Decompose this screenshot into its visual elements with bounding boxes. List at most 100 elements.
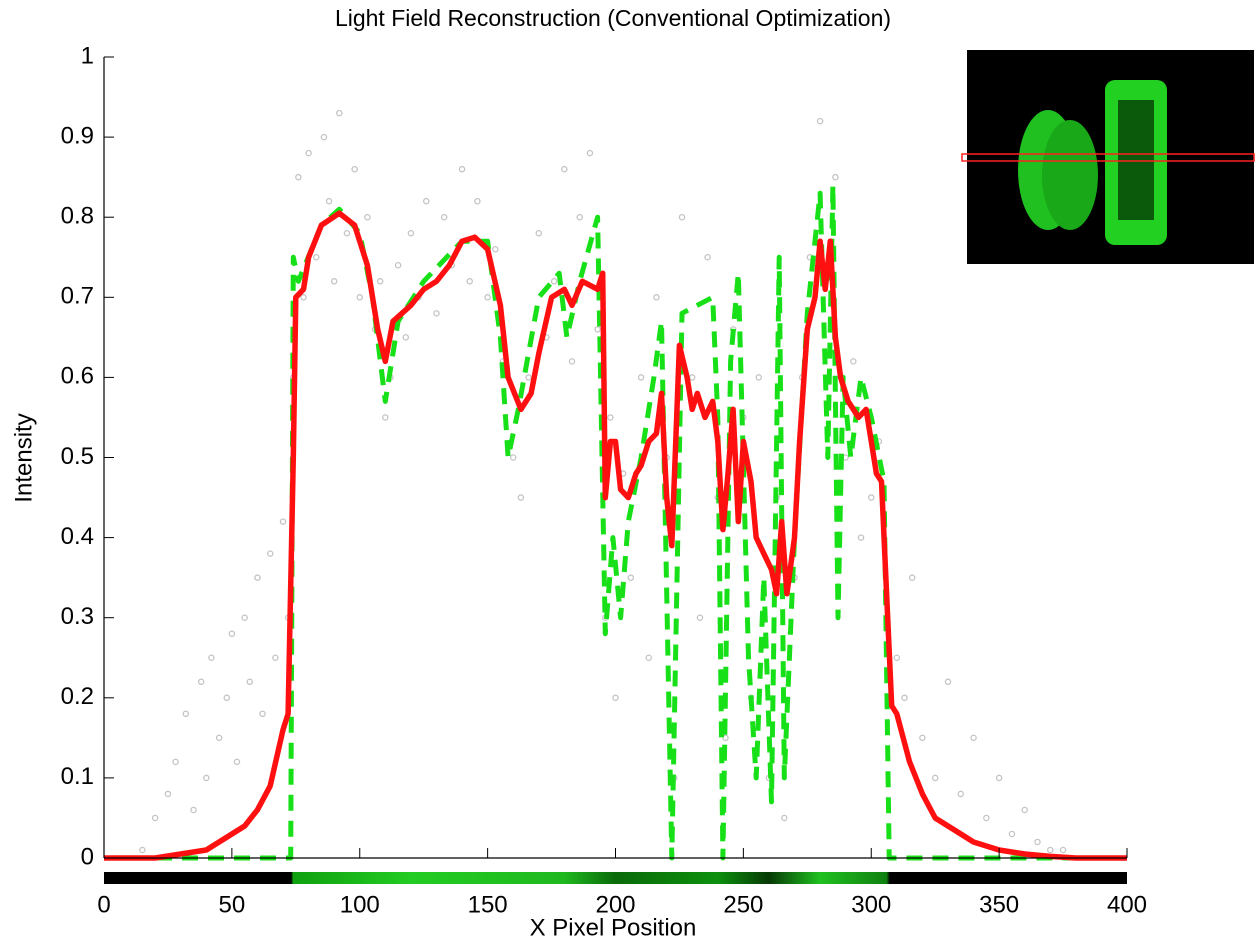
scatter-point — [781, 814, 788, 822]
scatter-point — [755, 374, 762, 381]
scatter-point — [550, 278, 558, 285]
scatter-point — [983, 814, 990, 822]
scatter-point — [208, 654, 215, 662]
x-tick-label: 300 — [851, 891, 891, 918]
scatter-point — [704, 253, 711, 261]
scatter-point — [402, 334, 410, 341]
y-tick-label: 0.8 — [61, 203, 94, 230]
scatter-point — [645, 654, 652, 662]
y-axis-label: Intensity — [10, 413, 37, 502]
plot-area — [104, 109, 1127, 861]
scatter-point — [351, 165, 358, 173]
scatter-point — [1034, 838, 1041, 846]
line-series — [104, 182, 1127, 861]
scatter-point — [433, 310, 440, 317]
scatter-point — [241, 614, 248, 621]
scatter-point — [272, 654, 279, 662]
scatter-point — [320, 133, 328, 141]
scatter-point — [330, 278, 338, 285]
y-tick-label: 0.5 — [61, 443, 94, 470]
y-tick-label: 0.4 — [61, 523, 94, 550]
scatter-point — [832, 173, 839, 181]
scatter-point — [259, 710, 266, 718]
scatter-point — [356, 294, 363, 301]
scatter-point — [1059, 846, 1067, 854]
scatter-point — [1021, 806, 1028, 814]
chart-title: Light Field Reconstruction (Conventional… — [335, 5, 891, 31]
scatter-point — [266, 550, 274, 557]
x-tick-label: 400 — [1107, 891, 1147, 918]
scatter-point — [722, 734, 729, 742]
scatter-point — [931, 774, 939, 782]
y-tick-label: 0.7 — [61, 283, 94, 310]
scatter-point — [857, 534, 865, 541]
x-axis-label: X Pixel Position — [530, 914, 697, 941]
y-tick-label: 0.3 — [61, 603, 94, 630]
scatter-point — [343, 229, 351, 237]
scatter-point — [957, 790, 965, 798]
scatter-point — [466, 278, 473, 285]
scatter-point — [474, 197, 481, 205]
y-tick-label: 0.2 — [61, 683, 94, 710]
scatter-point — [627, 574, 635, 581]
scatter-point — [223, 694, 231, 702]
color-strip — [104, 872, 1127, 884]
scatter-point — [336, 109, 343, 117]
scatter-point — [637, 374, 645, 381]
scatter-point — [816, 117, 824, 125]
scatter-point — [893, 654, 901, 662]
scatter-point — [970, 734, 977, 742]
scatter-point — [376, 278, 384, 285]
scatter-point — [228, 630, 236, 637]
scatter-point — [586, 149, 594, 157]
scatter-point — [594, 326, 601, 333]
scatter-point — [233, 758, 241, 766]
scatter-point — [919, 734, 926, 742]
scatter-point — [407, 229, 415, 237]
scatter-point — [440, 213, 448, 221]
scatter-point — [394, 262, 402, 269]
y-tick-label: 0.1 — [61, 763, 94, 790]
scatter-point — [215, 734, 223, 742]
scatter-point — [607, 414, 614, 421]
scatter-point — [295, 173, 302, 181]
line-series — [104, 210, 1127, 861]
scatter-point — [182, 710, 190, 718]
scatter-point — [139, 846, 146, 854]
scatter-point — [850, 358, 857, 365]
y-tick-label: 1 — [81, 42, 94, 69]
scatter-point — [254, 574, 261, 581]
scatter-point — [151, 814, 159, 822]
x-tick-label: 350 — [979, 891, 1019, 918]
x-tick-label: 200 — [595, 891, 635, 918]
scatter-point — [305, 149, 312, 157]
scatter-point — [364, 213, 371, 221]
scatter-point — [525, 374, 532, 381]
scatter-point — [576, 213, 583, 221]
scatter-point — [1047, 846, 1054, 854]
scatter-point — [172, 758, 179, 766]
scatter-point — [509, 454, 517, 461]
scatter-point — [944, 678, 952, 686]
scatter-point — [203, 774, 210, 782]
y-tick-label: 0.9 — [61, 122, 94, 149]
scatter-point — [653, 294, 660, 301]
scatter-point — [561, 165, 568, 173]
scatter-point — [492, 245, 499, 253]
inset-image — [961, 50, 1255, 264]
scatter-point — [484, 294, 491, 301]
scatter-point — [458, 165, 466, 173]
scatter-point — [908, 574, 916, 581]
scatter-point — [325, 197, 333, 205]
scatter-point — [246, 678, 254, 686]
scatter-point — [422, 197, 430, 205]
scatter-point — [535, 229, 543, 237]
x-tick-label: 50 — [219, 891, 246, 918]
scatter-point — [1008, 830, 1016, 838]
scatter-point — [164, 790, 172, 798]
scatter-point — [517, 494, 525, 501]
scatter-point — [190, 806, 197, 814]
scatter-point — [688, 374, 696, 381]
scatter-point — [678, 213, 686, 221]
